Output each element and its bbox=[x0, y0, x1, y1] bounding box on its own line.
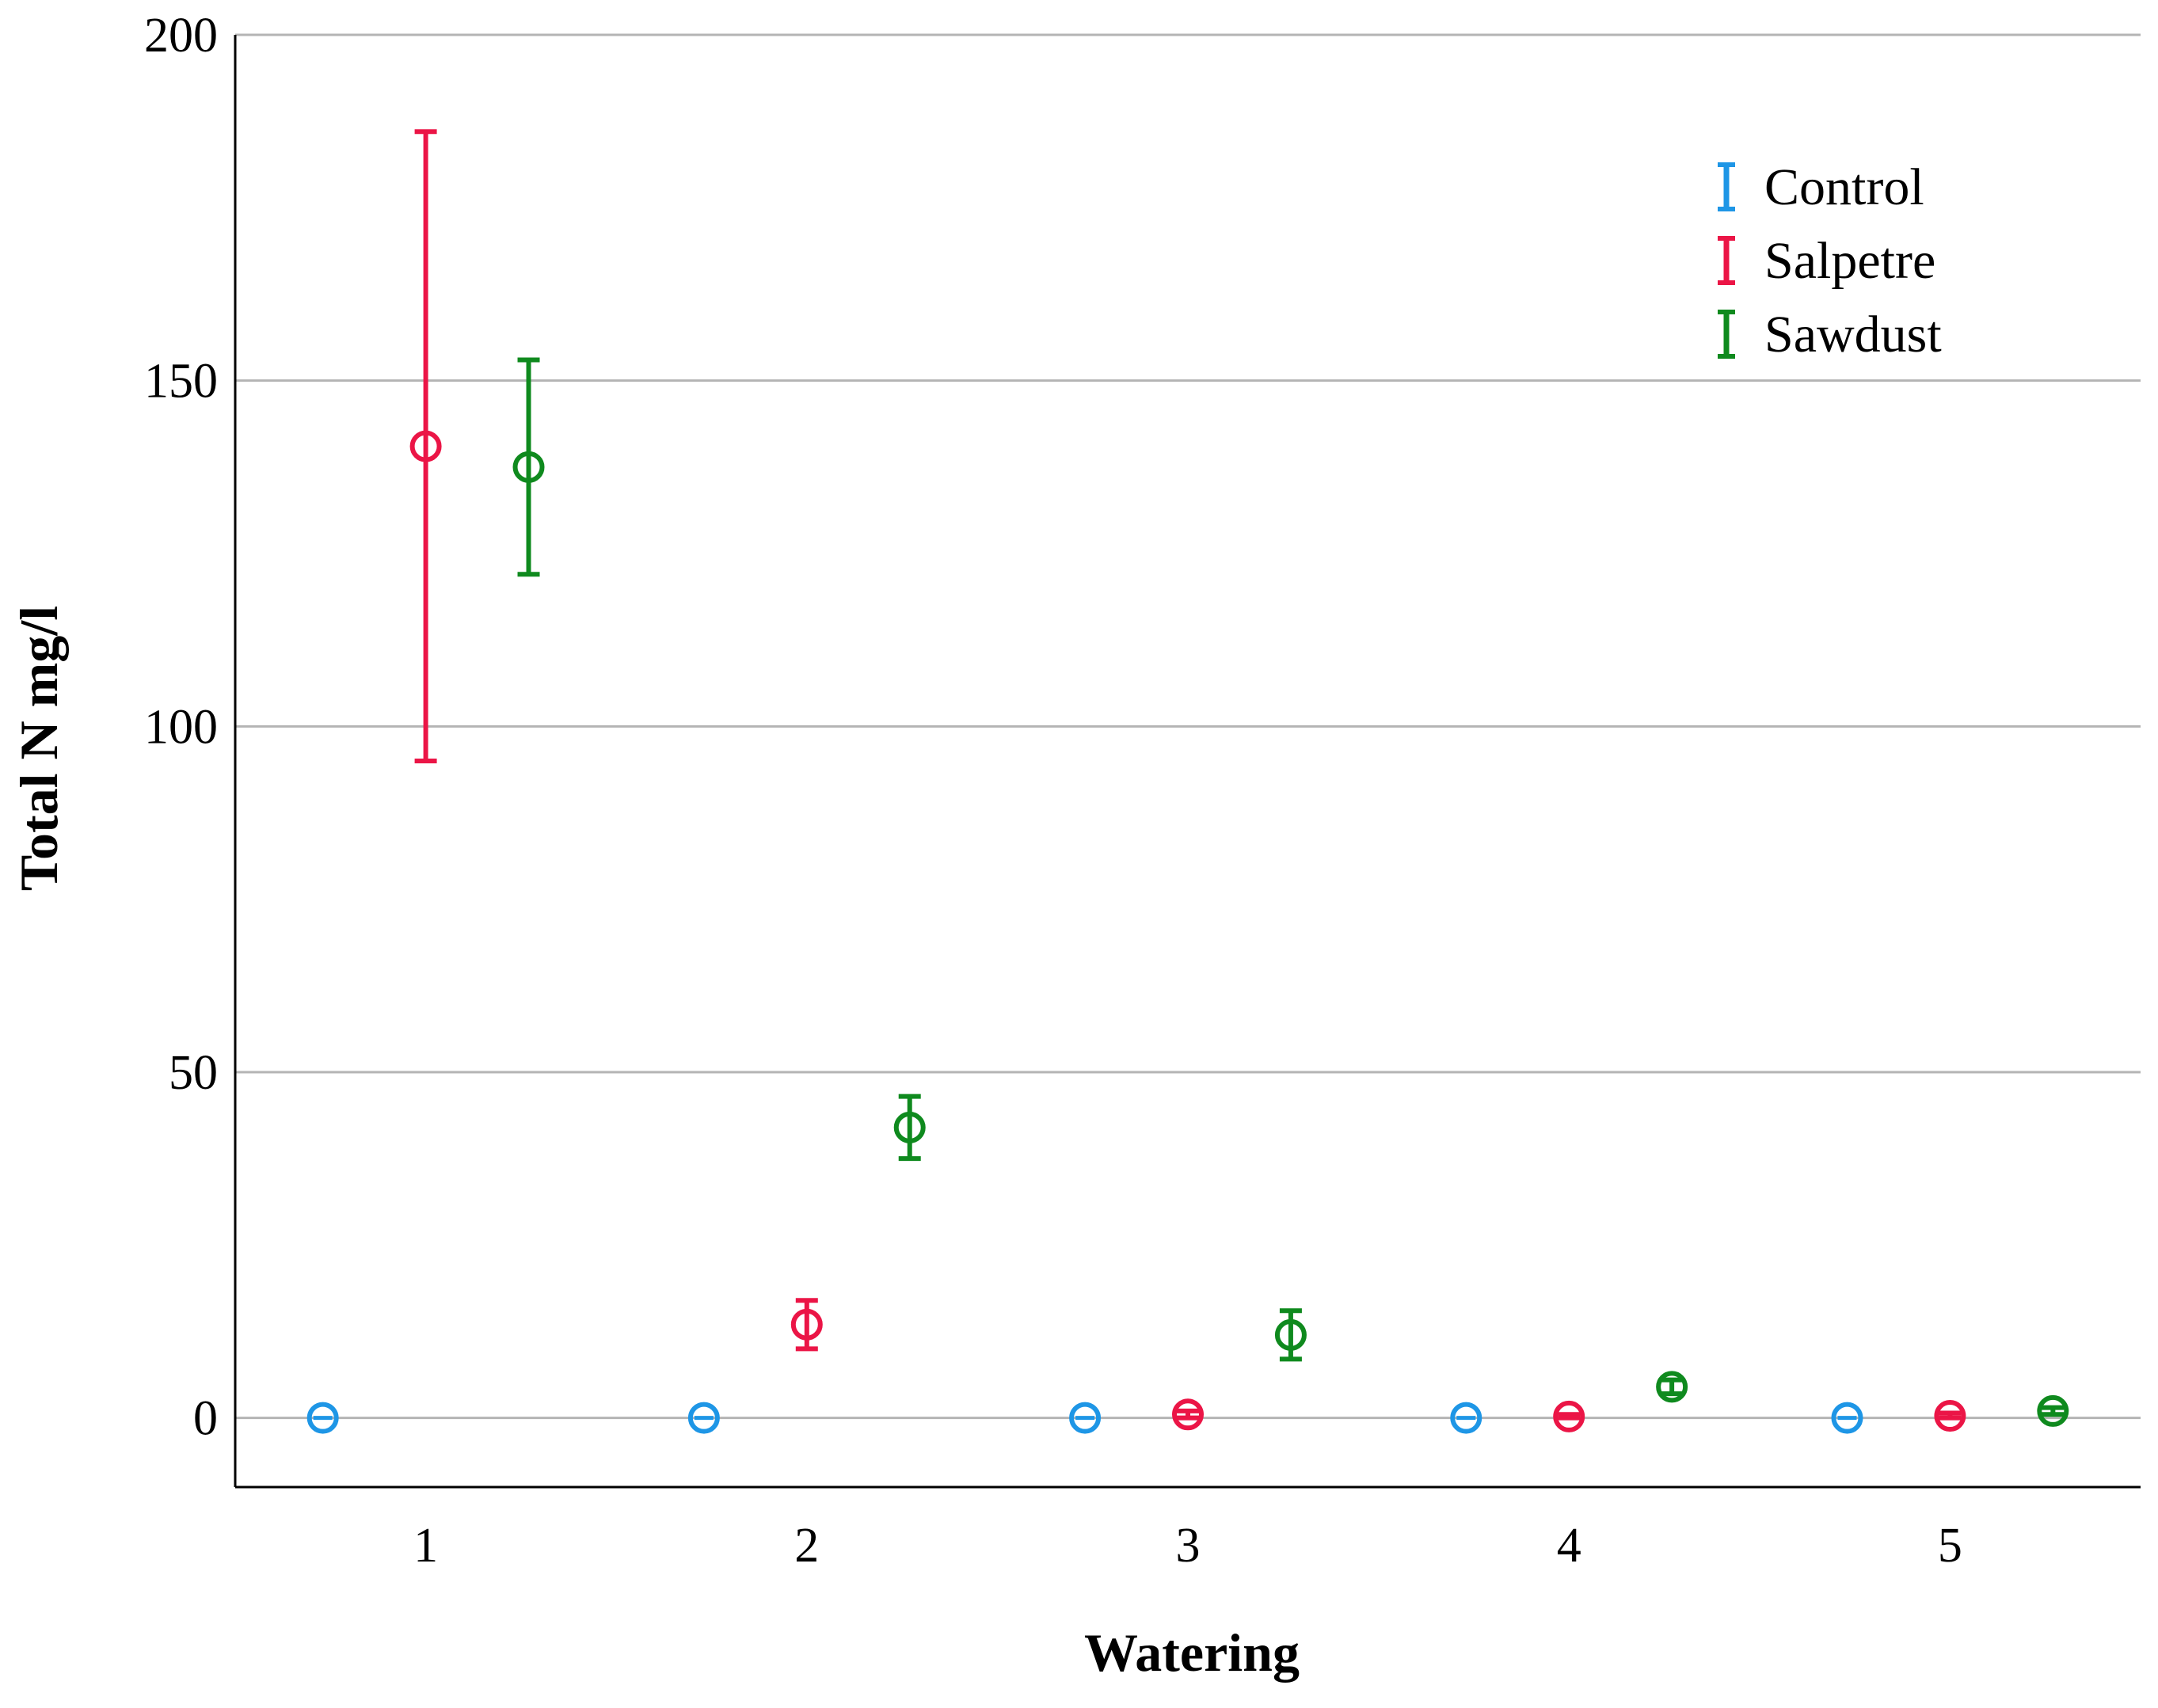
point-control-5 bbox=[1831, 1402, 1863, 1434]
mean-marker-salpetre-3 bbox=[1172, 1398, 1204, 1431]
legend-label-salpetre: Salpetre bbox=[1764, 232, 1935, 290]
axes bbox=[234, 35, 2141, 1489]
mean-marker-control-3 bbox=[1069, 1402, 1102, 1434]
legend-label-control: Control bbox=[1764, 158, 1924, 216]
x-tick-label-4: 4 bbox=[1557, 1519, 1581, 1573]
point-sawdust-1 bbox=[512, 357, 545, 577]
legend-item-salpetre: Salpetre bbox=[1718, 232, 1935, 290]
mean-marker-salpetre-4 bbox=[1553, 1400, 1585, 1432]
point-sawdust-4 bbox=[1656, 1371, 1688, 1403]
point-control-2 bbox=[687, 1402, 720, 1434]
mean-marker-sawdust-2 bbox=[893, 1111, 926, 1143]
point-control-1 bbox=[306, 1402, 339, 1434]
point-control-3 bbox=[1069, 1402, 1102, 1434]
x-tick-label-5: 5 bbox=[1938, 1519, 1962, 1573]
y-tick-label-100: 100 bbox=[144, 700, 218, 754]
tick-labels: 0 50 100 150 200 1 2 3 4 5 bbox=[144, 9, 1962, 1573]
mean-marker-sawdust-5 bbox=[2037, 1394, 2069, 1427]
x-tick-label-3: 3 bbox=[1176, 1519, 1201, 1573]
x-tick-label-1: 1 bbox=[413, 1519, 438, 1573]
y-tick-label-0: 0 bbox=[193, 1392, 218, 1446]
legend: Control Salpetre Sawdust bbox=[1718, 158, 1942, 363]
point-sawdust-2 bbox=[893, 1094, 926, 1162]
data-marks bbox=[306, 129, 2069, 1434]
point-salpetre-1 bbox=[409, 129, 442, 763]
x-axis-title: Watering bbox=[1084, 1622, 1300, 1683]
mean-marker-sawdust-3 bbox=[1274, 1318, 1307, 1351]
y-axis-title: Total N mg/l bbox=[9, 606, 69, 891]
legend-label-sawdust: Sawdust bbox=[1764, 306, 1942, 363]
y-tick-label-50: 50 bbox=[169, 1046, 218, 1100]
legend-item-sawdust: Sawdust bbox=[1718, 306, 1942, 363]
point-salpetre-5 bbox=[1934, 1400, 1966, 1432]
mean-marker-control-4 bbox=[1450, 1402, 1482, 1434]
legend-item-control: Control bbox=[1718, 158, 1924, 216]
mean-marker-sawdust-1 bbox=[512, 451, 545, 483]
mean-marker-salpetre-5 bbox=[1934, 1400, 1966, 1432]
mean-marker-salpetre-2 bbox=[790, 1308, 823, 1341]
y-tick-label-200: 200 bbox=[144, 9, 218, 63]
mean-marker-sawdust-4 bbox=[1656, 1371, 1688, 1403]
mean-marker-control-2 bbox=[687, 1402, 720, 1434]
mean-marker-salpetre-1 bbox=[409, 430, 442, 462]
point-sawdust-3 bbox=[1274, 1308, 1307, 1362]
point-sawdust-5 bbox=[2037, 1394, 2069, 1427]
mean-marker-control-1 bbox=[306, 1402, 339, 1434]
point-salpetre-3 bbox=[1172, 1398, 1204, 1431]
point-salpetre-4 bbox=[1553, 1400, 1585, 1432]
x-tick-label-2: 2 bbox=[794, 1519, 819, 1573]
point-control-4 bbox=[1450, 1402, 1482, 1434]
mean-marker-control-5 bbox=[1831, 1402, 1863, 1434]
y-tick-label-150: 150 bbox=[144, 355, 218, 409]
point-salpetre-2 bbox=[790, 1298, 823, 1352]
gridlines bbox=[235, 33, 2141, 1420]
